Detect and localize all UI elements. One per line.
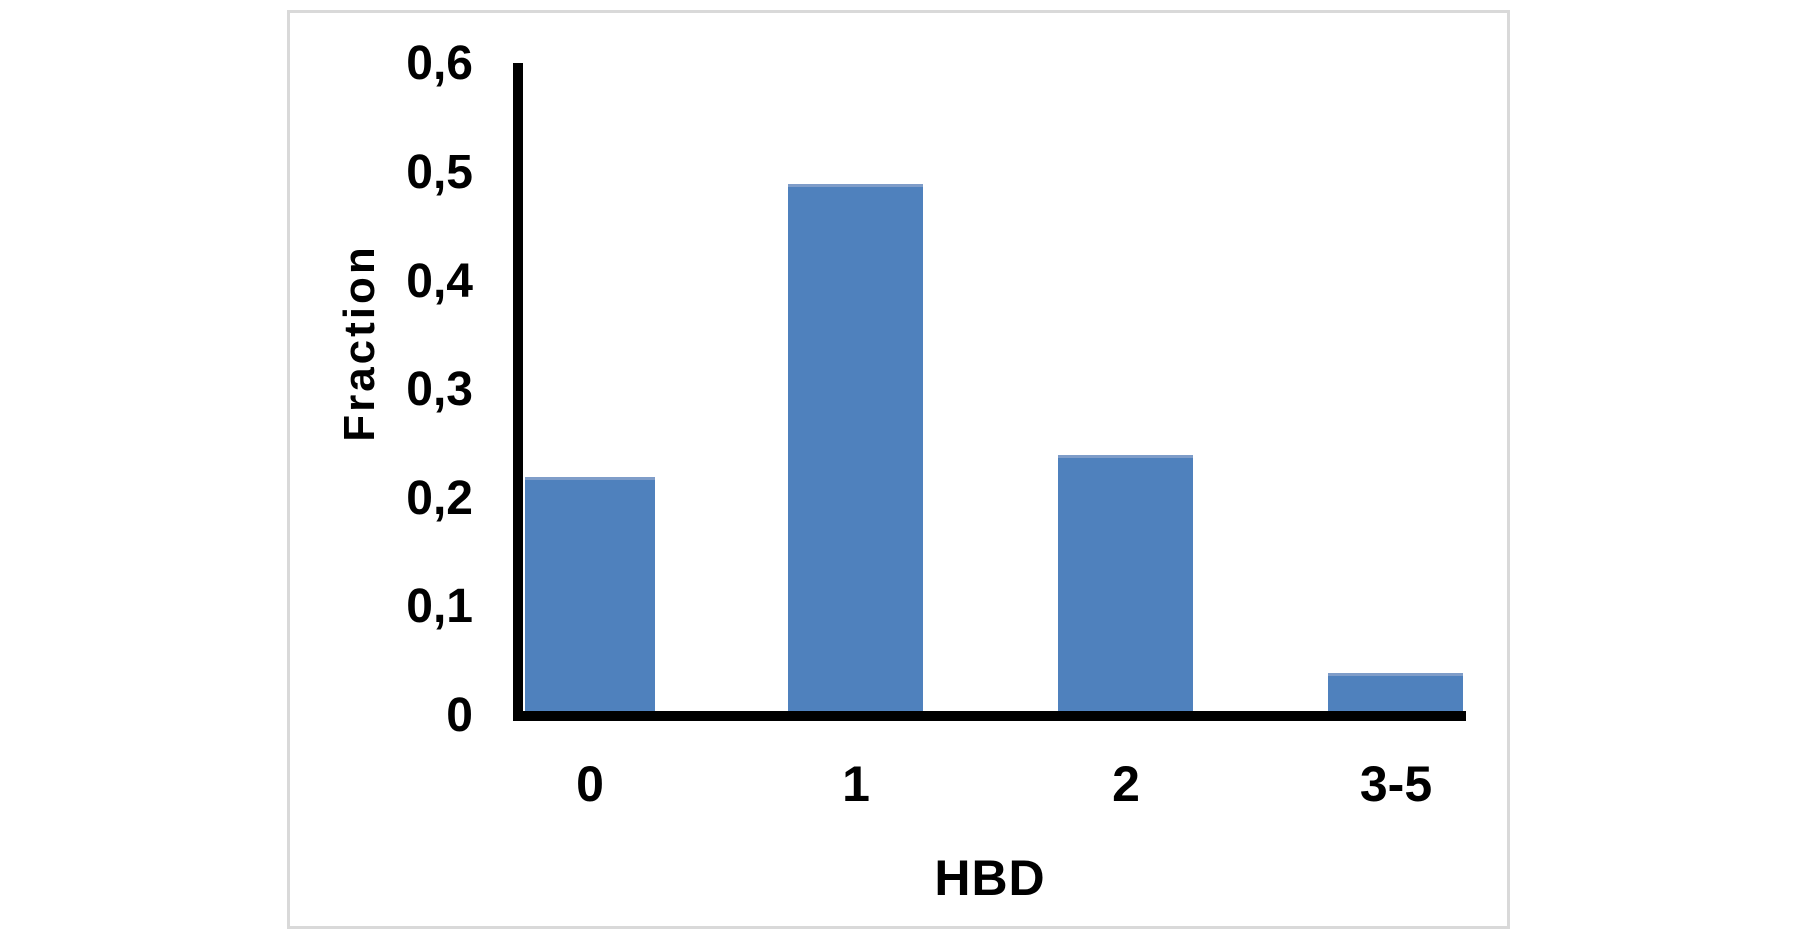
bar-hbd-3-5 xyxy=(1328,673,1463,711)
y-tick-label: 0,1 xyxy=(406,580,473,633)
y-tick-label: 0 xyxy=(446,689,473,742)
y-tick-label: 0,3 xyxy=(406,363,473,416)
x-tick-label: 1 xyxy=(842,756,870,812)
chart-card: 0 0,1 0,2 0,3 0,4 0,5 0,6 0 1 2 3-5 Fraction HBD xyxy=(287,10,1510,929)
bar-hbd-0 xyxy=(525,477,655,711)
y-tick-label: 0,6 xyxy=(406,37,473,90)
x-tick-label: 2 xyxy=(1112,756,1140,812)
y-tick-label: 0,5 xyxy=(406,146,473,199)
y-axis-title: Fraction xyxy=(335,244,384,442)
bar-hbd-1 xyxy=(788,184,923,711)
x-tick-label: 3-5 xyxy=(1359,756,1433,812)
y-tick-label: 0,4 xyxy=(406,255,473,308)
bar-hbd-2 xyxy=(1058,455,1193,711)
y-axis-line xyxy=(513,63,523,721)
x-axis-line xyxy=(513,711,1466,721)
x-axis-title: HBD xyxy=(934,850,1046,906)
x-tick-label: 0 xyxy=(576,756,604,812)
y-tick-label: 0,2 xyxy=(406,472,473,525)
